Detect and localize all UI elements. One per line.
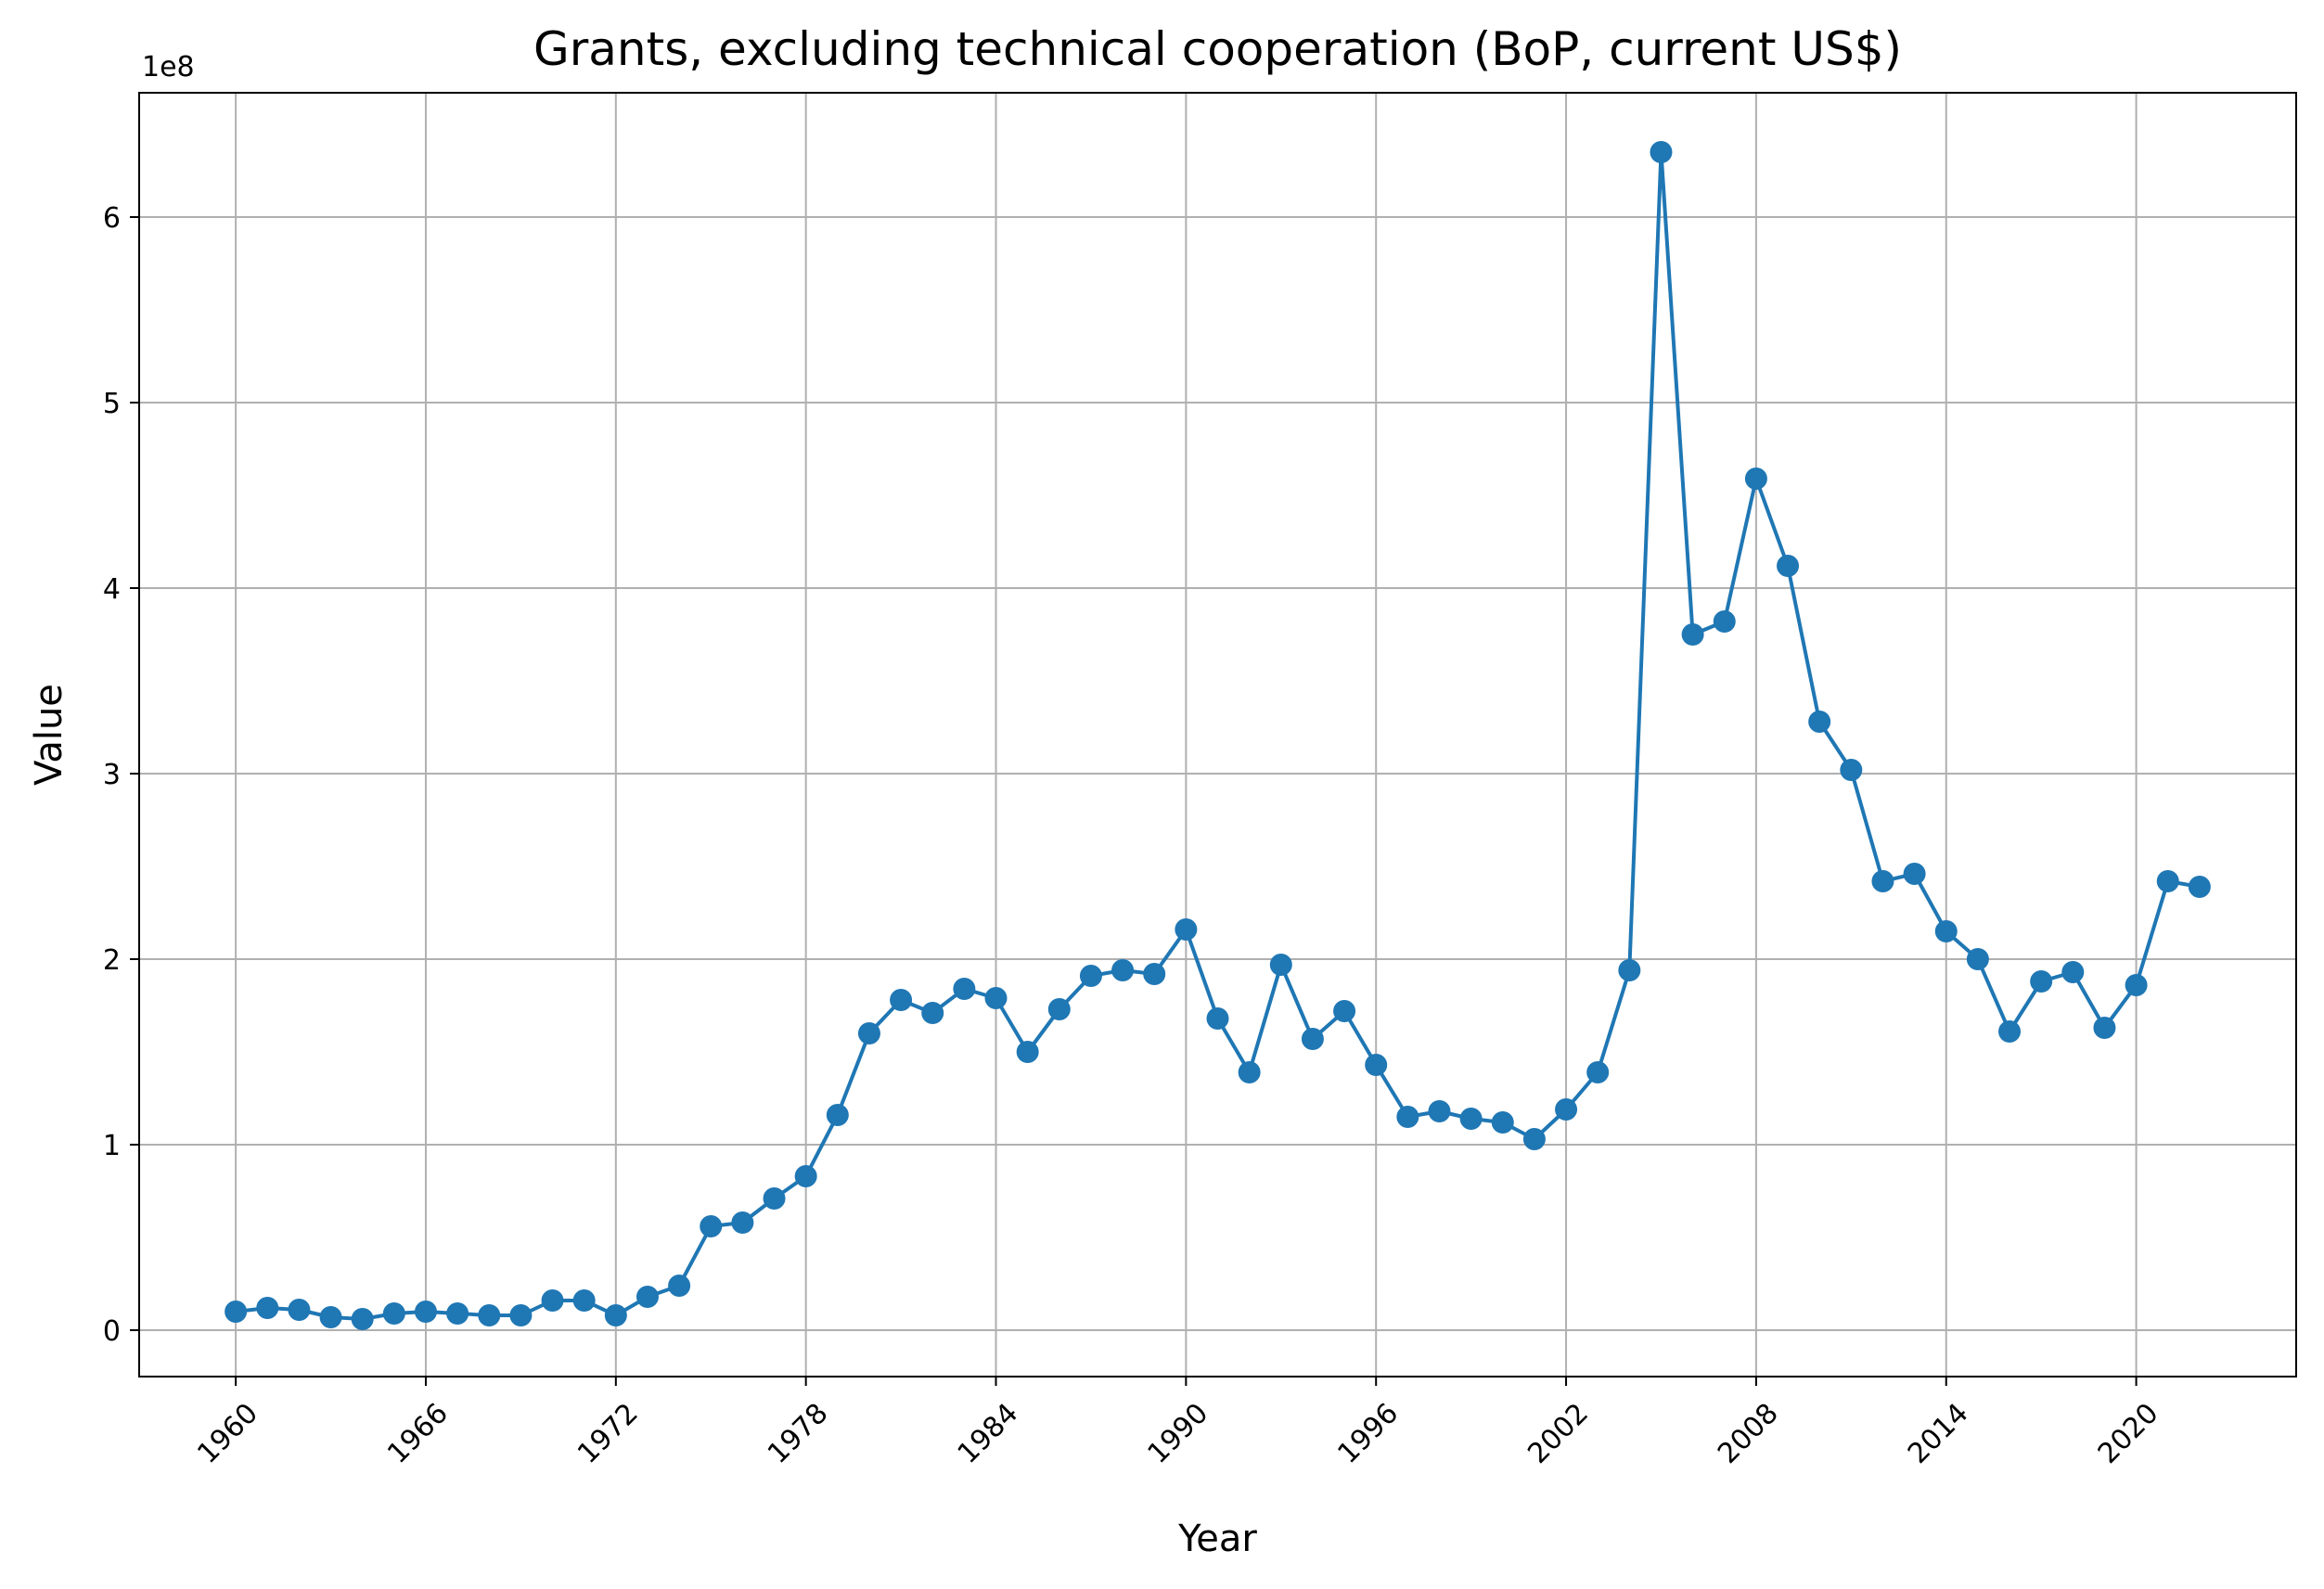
x-axis-ticks: 1960 1966 1972 1978 1984 1990 1996 2002 2008 2014… xyxy=(191,1377,2165,1470)
data-point xyxy=(1333,1000,1356,1022)
data-point xyxy=(1650,141,1673,163)
data-point xyxy=(826,1104,849,1126)
y-offset-label: 1e8 xyxy=(142,51,195,83)
y-tick-label: 5 xyxy=(103,388,121,420)
data-point xyxy=(478,1304,501,1326)
y-tick-label: 3 xyxy=(103,759,121,791)
chart-title: Grants, excluding technical cooperation … xyxy=(533,22,1902,76)
data-point xyxy=(1396,1106,1419,1128)
data-point xyxy=(794,1165,817,1187)
x-tick-label: 1990 xyxy=(1142,1397,1215,1470)
y-tick-label: 4 xyxy=(103,573,121,606)
data-point xyxy=(984,987,1008,1009)
data-point xyxy=(921,1002,944,1024)
data-point xyxy=(1808,711,1831,733)
data-point xyxy=(1301,1028,1324,1050)
y-axis-ticks: 0 1 2 3 4 5 6 xyxy=(103,202,139,1348)
y-tick-label: 1 xyxy=(103,1130,121,1162)
grid-lines xyxy=(139,93,2296,1377)
data-point xyxy=(1998,1020,2022,1043)
data-point xyxy=(382,1302,405,1325)
data-point xyxy=(1016,1041,1039,1063)
data-point xyxy=(890,989,913,1011)
data-point xyxy=(2156,870,2179,892)
data-point xyxy=(319,1306,342,1328)
data-point xyxy=(1903,863,1926,885)
x-tick-label: 2008 xyxy=(1712,1397,1785,1470)
data-point xyxy=(288,1299,311,1321)
data-point xyxy=(1111,959,1135,981)
x-tick-label: 1966 xyxy=(381,1397,455,1470)
data-point xyxy=(446,1302,469,1325)
data-point xyxy=(2093,1017,2116,1039)
data-point xyxy=(414,1301,437,1323)
y-tick-label: 0 xyxy=(103,1315,121,1348)
data-point xyxy=(636,1286,659,1308)
data-point xyxy=(1586,1061,1610,1083)
data-point xyxy=(857,1022,880,1044)
x-tick-label: 1972 xyxy=(571,1397,645,1470)
plot-frame xyxy=(138,92,2297,1378)
data-point xyxy=(256,1297,279,1319)
x-tick-label: 1996 xyxy=(1331,1397,1405,1470)
data-point xyxy=(572,1289,596,1312)
data-point xyxy=(1681,623,1704,646)
data-point xyxy=(1238,1061,1261,1083)
data-point xyxy=(2188,876,2211,898)
data-point xyxy=(1777,555,1800,577)
data-point xyxy=(2061,961,2085,983)
data-point xyxy=(1966,948,1989,970)
x-tick-label: 2020 xyxy=(2092,1397,2165,1470)
data-point xyxy=(1269,954,1292,976)
data-point xyxy=(1555,1098,1578,1121)
x-tick-label: 2002 xyxy=(1522,1397,1595,1470)
data-point xyxy=(668,1275,691,1297)
data-point xyxy=(1744,468,1767,490)
y-tick-label: 6 xyxy=(103,202,121,235)
y-axis-title: Value xyxy=(28,684,71,786)
data-point xyxy=(1365,1054,1388,1076)
data-point xyxy=(1871,870,1894,892)
data-point xyxy=(2125,974,2148,996)
data-point xyxy=(700,1215,723,1237)
data-point xyxy=(763,1187,786,1210)
data-point xyxy=(1175,918,1198,941)
data-point xyxy=(509,1304,533,1326)
data-point xyxy=(1491,1111,1514,1134)
data-point xyxy=(1840,759,1863,781)
data-point xyxy=(1459,1108,1483,1130)
data-point xyxy=(1618,959,1641,981)
data-point xyxy=(1522,1128,1546,1150)
points-layer xyxy=(225,141,2211,1330)
data-point xyxy=(1428,1100,1451,1122)
data-point xyxy=(2030,970,2053,993)
data-point xyxy=(1143,963,1166,985)
x-tick-label: 1978 xyxy=(762,1397,835,1470)
data-point xyxy=(1713,610,1736,633)
x-axis-title: Year xyxy=(1177,1518,1257,1560)
x-tick-label: 1984 xyxy=(952,1397,1025,1470)
x-tick-label: 2014 xyxy=(1902,1397,1975,1470)
data-point xyxy=(1206,1007,1229,1030)
y-tick-label: 2 xyxy=(103,944,121,977)
x-tick-label: 1960 xyxy=(191,1397,264,1470)
data-point xyxy=(1079,965,1102,987)
data-point xyxy=(604,1304,627,1326)
data-point xyxy=(953,978,976,1000)
data-point xyxy=(351,1308,374,1330)
data-point xyxy=(1934,920,1958,942)
data-point xyxy=(541,1289,564,1312)
data-point xyxy=(225,1301,248,1323)
data-point xyxy=(1047,998,1071,1020)
data-point xyxy=(731,1211,754,1234)
